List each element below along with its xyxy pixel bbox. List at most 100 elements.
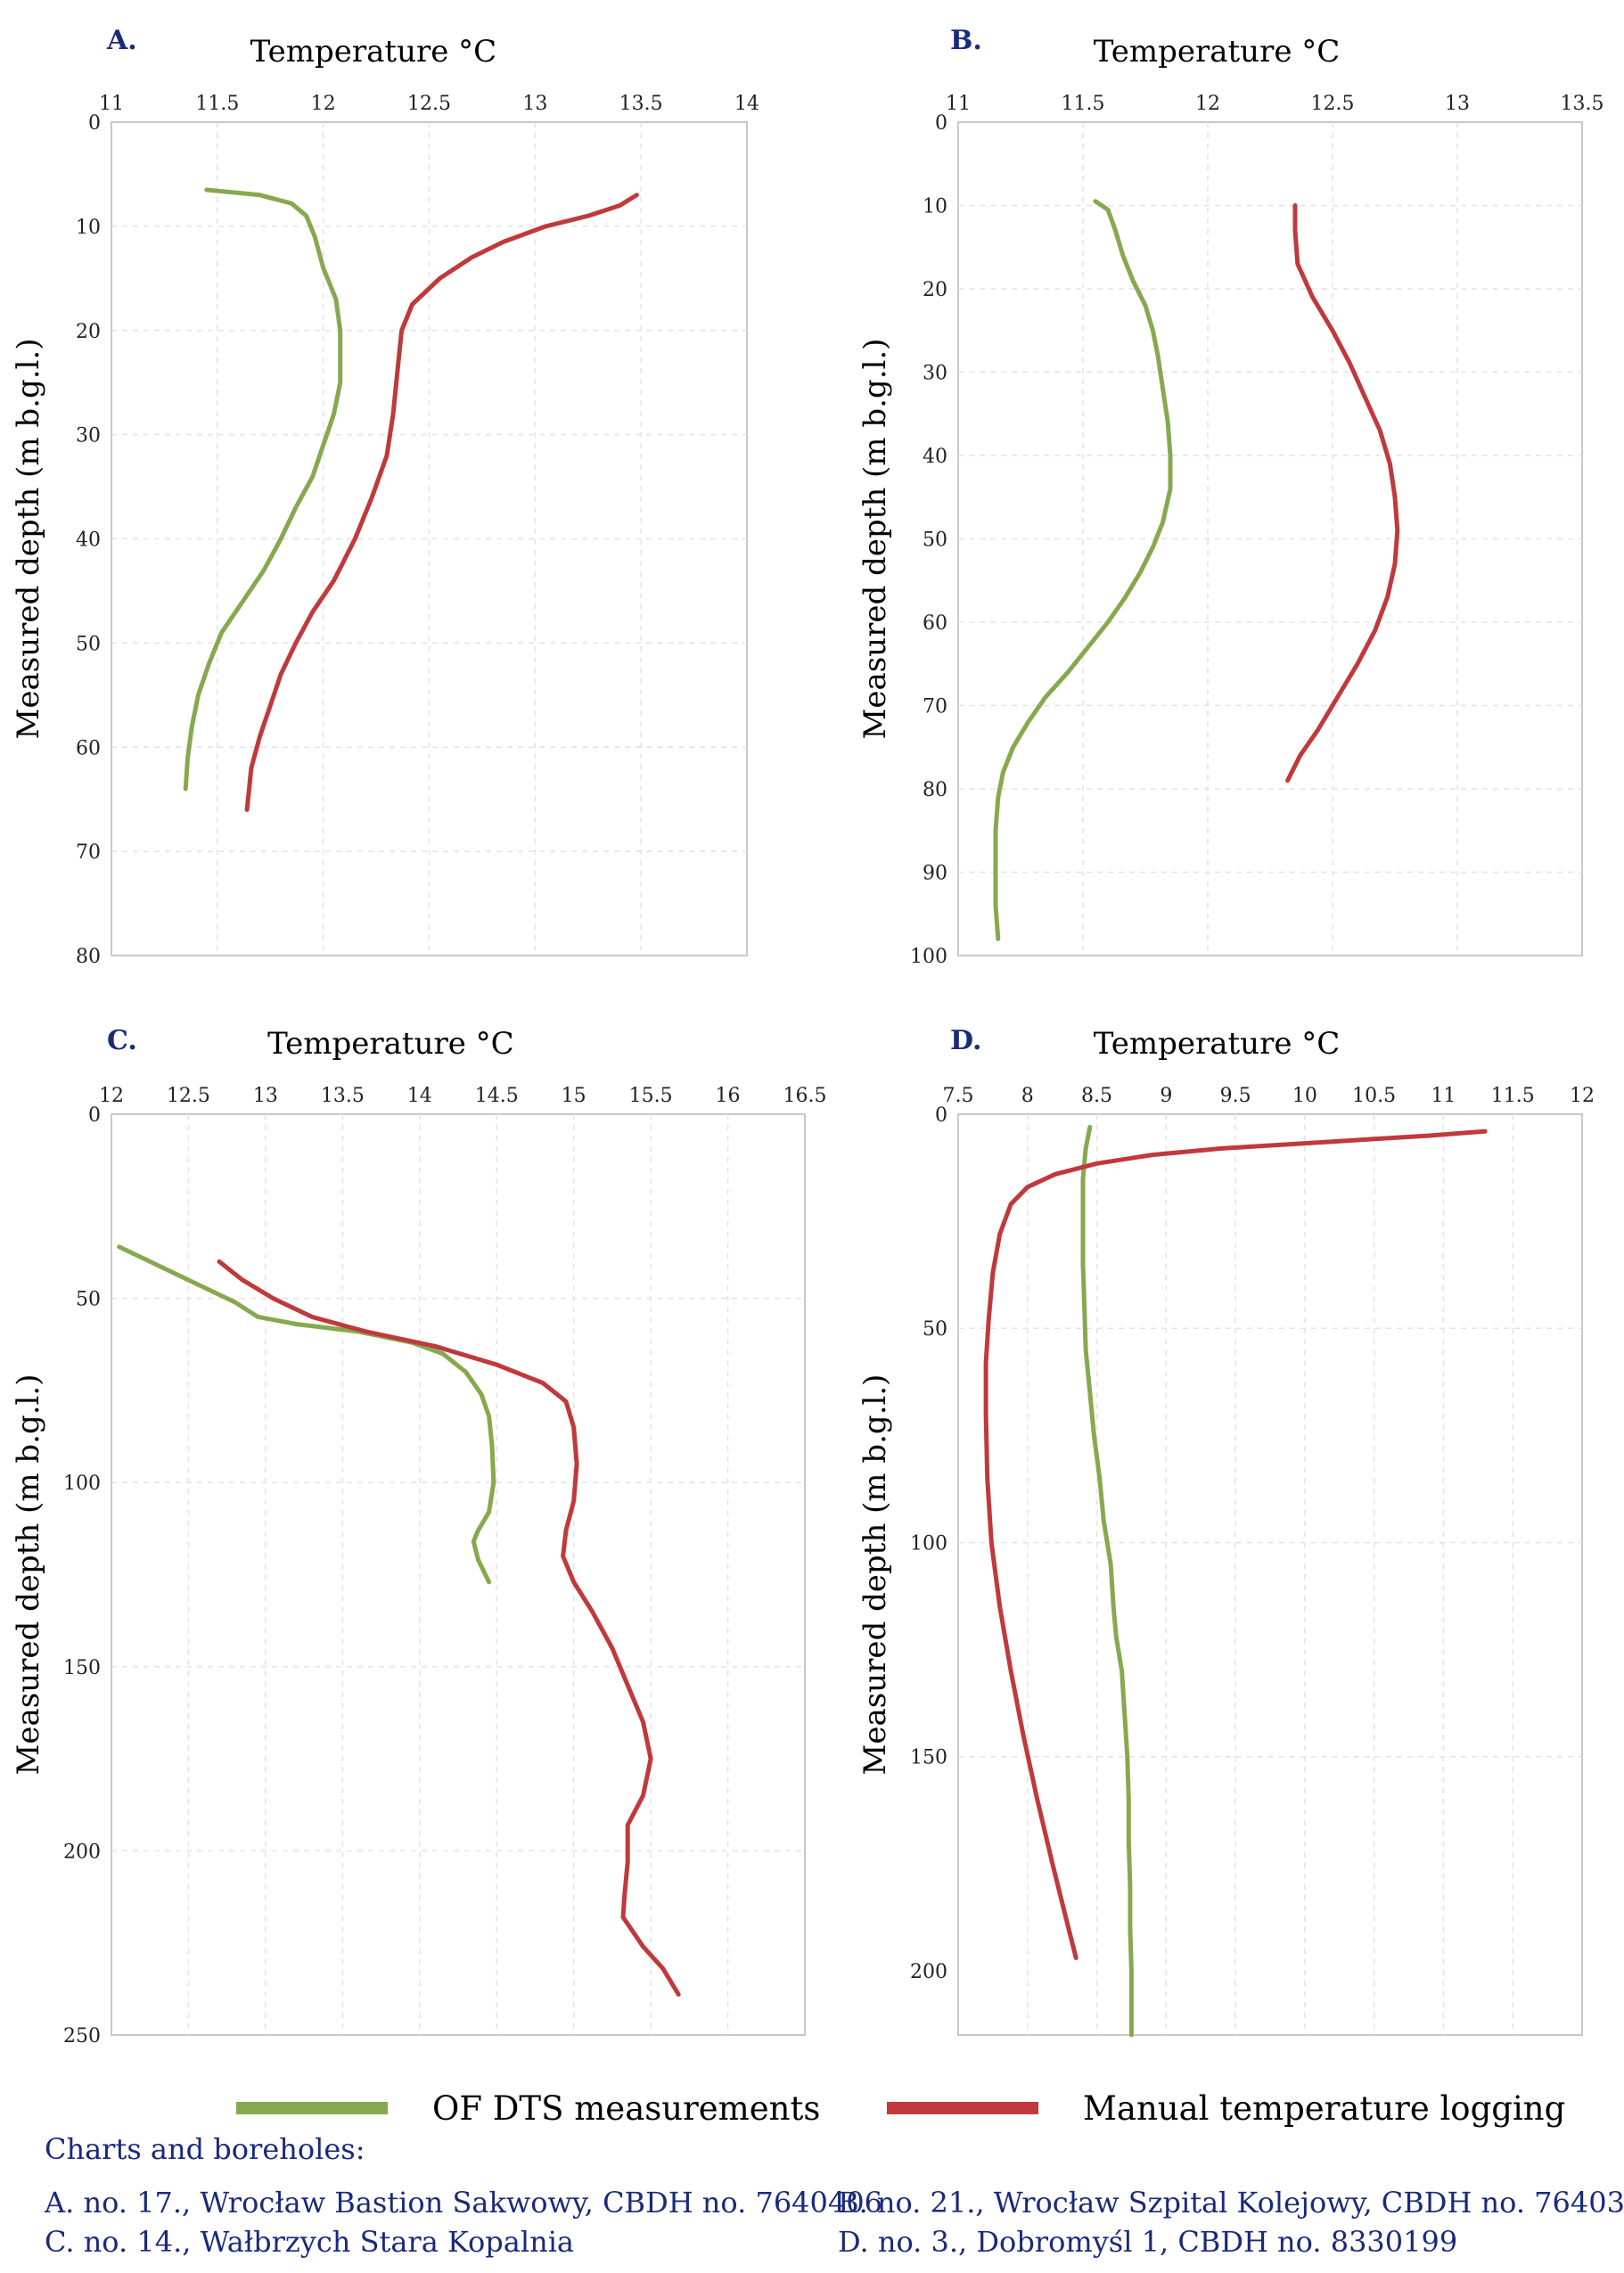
x-tick-label: 9.5 — [1220, 1085, 1251, 1107]
legend: OF DTS measurements Manual temperature l… — [0, 2081, 1624, 2135]
y-tick-label: 90 — [923, 863, 947, 885]
panel-label: A. — [106, 25, 137, 56]
y-axis-title: Measured depth (m b.g.l.) — [857, 339, 893, 740]
x-tick-label: 11.5 — [1062, 93, 1105, 115]
y-tick-label: 40 — [923, 446, 947, 468]
x-axis-title: Temperature °C — [250, 34, 497, 70]
x-tick-label: 12 — [311, 93, 336, 115]
y-tick-label: 50 — [76, 633, 101, 655]
x-tick-label: 12 — [99, 1085, 124, 1107]
y-tick-label: 20 — [76, 321, 101, 343]
series-line-manual — [244, 193, 639, 812]
panel-label: C. — [107, 1025, 137, 1056]
x-axis-title: Temperature °C — [1094, 1026, 1341, 1062]
y-tick-label: 80 — [76, 946, 101, 968]
y-tick-label: 60 — [923, 612, 947, 635]
x-tick-label: 8.5 — [1081, 1085, 1112, 1107]
series-line-manual — [217, 1259, 681, 1997]
series-line-manual — [983, 1128, 1488, 1960]
chart-panel-a: 11 11.5 12 12.5 13 13.5 14 0 10 20 30 40 50 60 70 80 Tem… — [11, 25, 759, 968]
x-tick-label: 11.5 — [195, 93, 239, 115]
y-tick-label: 30 — [76, 425, 101, 447]
series-line-dts — [1080, 1124, 1134, 2038]
x-tick-label: 13 — [1445, 93, 1470, 115]
series-line-dts — [183, 187, 343, 792]
charts-area: 11 11.5 12 12.5 13 13.5 1401020304050607080Tem… — [11, 25, 1603, 2047]
x-tick-label: 16 — [716, 1085, 741, 1107]
x-tick-label: 7.5 — [943, 1085, 974, 1107]
caption-title: Charts and boreholes: — [45, 2132, 365, 2166]
panel-label: B. — [950, 25, 982, 56]
x-tick-label: 11 — [99, 93, 124, 115]
y-tick-label: 150 — [63, 1657, 101, 1679]
series-line-manual — [1285, 203, 1400, 784]
x-tick-label: 14 — [734, 93, 759, 115]
y-tick-label: 10 — [76, 217, 101, 239]
x-tick-label: 13.5 — [321, 1085, 365, 1107]
x-axis-title: Temperature °C — [267, 1026, 514, 1062]
x-tick-label: 16.5 — [783, 1085, 827, 1107]
y-tick-label: 250 — [63, 2025, 101, 2047]
plot-frame — [111, 121, 748, 956]
x-tick-label: 8 — [1021, 1085, 1034, 1107]
y-tick-label: 80 — [923, 779, 947, 801]
x-tick-label: 13.5 — [1561, 93, 1604, 115]
series-line-dts — [993, 199, 1173, 941]
y-tick-label: 100 — [63, 1473, 101, 1495]
chart-panel-c: 12 12.5 13 13.5 14 14.5 15 15.5 16 16.5 0 50 100 150 2… — [11, 1025, 826, 2047]
x-tick-label: 15.5 — [629, 1085, 673, 1107]
panel-label: D. — [950, 1025, 981, 1056]
y-tick-label: 200 — [910, 1961, 947, 1983]
x-tick-label: 13.5 — [619, 93, 663, 115]
chart-panel-b: 11 11.5 12 12.5 13 13.5 0 10 20 30 40 50 60 70 80 90 100… — [857, 25, 1603, 968]
y-tick-label: 0 — [88, 1104, 101, 1127]
x-tick-label: 9 — [1160, 1085, 1172, 1107]
plot-frame — [957, 1113, 1583, 2036]
x-tick-label: 12.5 — [167, 1085, 210, 1107]
y-tick-label: 0 — [935, 112, 947, 135]
y-tick-label: 150 — [910, 1747, 947, 1769]
x-tick-label: 13 — [253, 1085, 278, 1107]
y-tick-label: 20 — [923, 279, 947, 301]
x-tick-label: 14.5 — [475, 1085, 519, 1107]
caption-item-c: C. no. 14., Wałbrzych Stara Kopalnia — [45, 2225, 574, 2259]
x-tick-label: 11 — [946, 93, 971, 115]
y-tick-label: 50 — [923, 1318, 947, 1341]
x-tick-label: 10.5 — [1352, 1085, 1396, 1107]
legend-label-dts: OF DTS measurements — [432, 2088, 821, 2128]
y-tick-label: 0 — [935, 1104, 947, 1127]
legend-label-manual: Manual temperature logging — [1083, 2088, 1566, 2128]
y-tick-label: 0 — [88, 112, 101, 135]
x-tick-label: 12 — [1195, 93, 1220, 115]
x-tick-label: 15 — [562, 1085, 586, 1107]
y-tick-label: 100 — [910, 1532, 947, 1555]
plot-frame — [111, 1113, 806, 2036]
x-tick-label: 12 — [1570, 1085, 1595, 1107]
x-tick-label: 12.5 — [407, 93, 451, 115]
x-tick-label: 13 — [522, 93, 547, 115]
y-tick-label: 30 — [923, 363, 947, 385]
series-line-dts — [117, 1244, 496, 1585]
x-tick-label: 10 — [1292, 1085, 1317, 1107]
y-tick-label: 100 — [910, 946, 947, 968]
caption-item-b: B. no. 21., Wrocław Szpital Kolejowy, CB… — [838, 2186, 1624, 2220]
legend-item-dts: OF DTS measurements — [236, 2081, 820, 2135]
y-tick-label: 70 — [923, 696, 947, 718]
y-tick-label: 50 — [923, 529, 947, 552]
y-tick-label: 70 — [76, 841, 101, 864]
legend-swatch-manual — [887, 2102, 1038, 2114]
caption-item-d: D. no. 3., Dobromyśl 1, CBDH no. 8330199 — [838, 2225, 1458, 2259]
y-axis-title: Measured depth (m b.g.l.) — [857, 1374, 893, 1776]
y-tick-label: 50 — [76, 1289, 101, 1311]
y-tick-label: 40 — [76, 529, 101, 552]
y-tick-label: 10 — [923, 196, 947, 218]
x-tick-label: 11 — [1431, 1085, 1456, 1107]
y-tick-label: 200 — [63, 1841, 101, 1863]
legend-item-manual: Manual temperature logging — [887, 2081, 1565, 2135]
y-axis-title: Measured depth (m b.g.l.) — [11, 339, 46, 740]
legend-swatch-dts — [236, 2102, 388, 2114]
x-tick-label: 11.5 — [1491, 1085, 1535, 1107]
y-tick-label: 60 — [76, 737, 101, 759]
y-axis-title: Measured depth (m b.g.l.) — [11, 1374, 46, 1776]
x-tick-label: 14 — [407, 1085, 432, 1107]
